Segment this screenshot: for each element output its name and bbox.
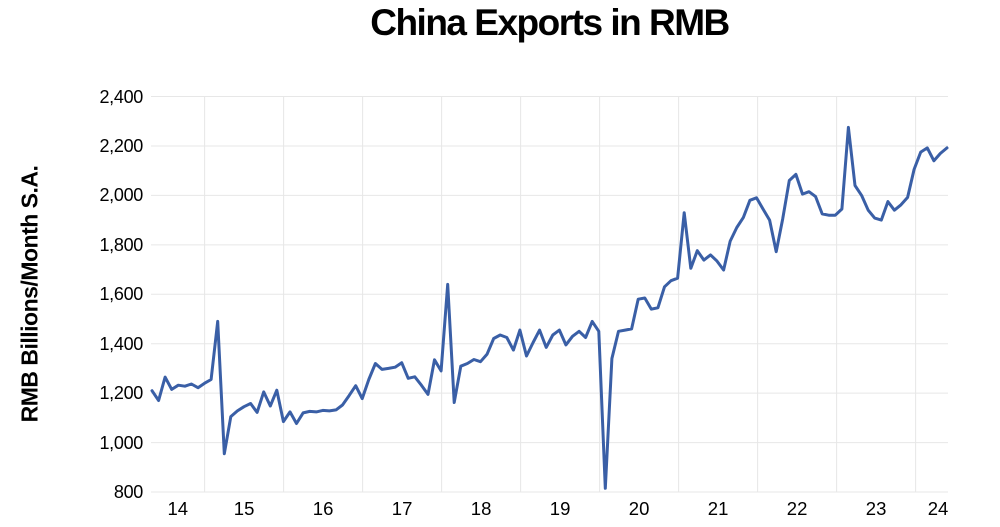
x-tick-label: 18 <box>470 498 492 519</box>
y-tick-label: 800 <box>113 482 143 502</box>
x-tick-label: 16 <box>312 498 334 519</box>
y-tick-label: 1,200 <box>99 383 143 404</box>
y-tick-label: 1,000 <box>99 432 143 453</box>
x-tick-label: 21 <box>707 498 729 519</box>
chart-title: China Exports in RMB <box>370 2 730 43</box>
y-tick-label: 2,400 <box>99 86 143 107</box>
x-tick-label: 15 <box>233 498 255 519</box>
x-tick-label: 23 <box>865 498 887 519</box>
x-tick-label: 22 <box>786 498 808 519</box>
x-tick-label: 17 <box>391 498 413 519</box>
y-tick-label: 2,000 <box>99 185 143 206</box>
y-tick-label: 1,400 <box>99 333 143 354</box>
x-tick-label: 14 <box>167 498 189 519</box>
y-tick-label: 1,800 <box>99 234 143 255</box>
x-tick-label: 24 <box>927 498 949 519</box>
exports-line-series <box>150 125 949 490</box>
y-tick-label: 1,600 <box>99 284 143 305</box>
x-tick-label: 20 <box>628 498 650 519</box>
y-tick-label: 2,200 <box>99 135 143 156</box>
x-tick-label: 19 <box>549 498 571 519</box>
